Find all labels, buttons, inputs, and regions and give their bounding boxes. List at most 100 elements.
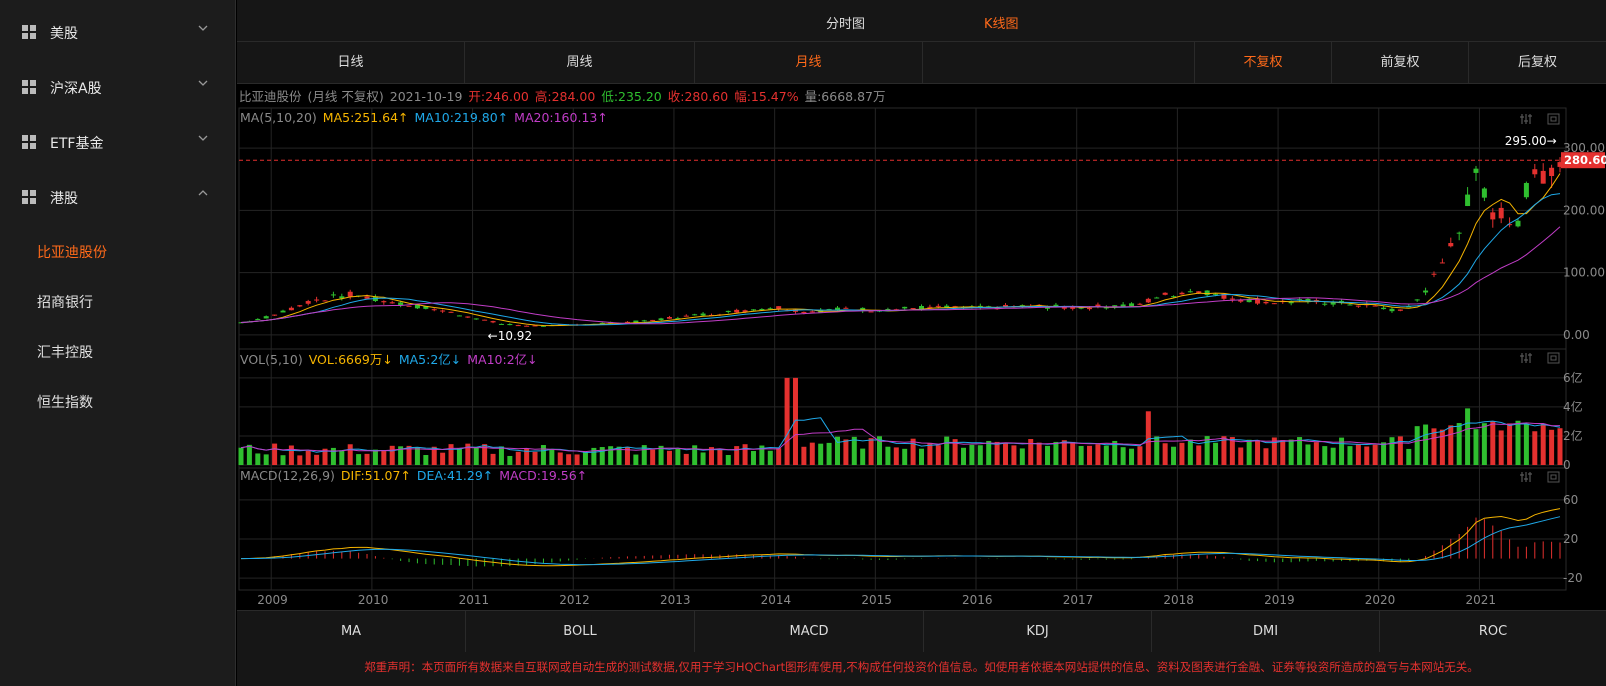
period-monthly[interactable]: 月线: [695, 42, 923, 84]
volume-bar: [280, 455, 286, 465]
change-pct: 幅:15.47%: [734, 89, 799, 104]
chevron-down-icon: [198, 25, 208, 31]
x-tick-label: 2015: [861, 593, 892, 607]
volume-bar: [792, 377, 798, 465]
indicator-tab-boll[interactable]: BOLL: [466, 611, 695, 653]
candle-body: [498, 323, 504, 325]
candle-body: [1507, 224, 1513, 226]
volume-bar: [1515, 420, 1521, 465]
stock-name: 比亚迪股份: [239, 89, 302, 104]
pane-tools-icon[interactable]: [1520, 351, 1562, 365]
adjust-forward[interactable]: 前复权: [1332, 42, 1469, 84]
candle-body: [490, 321, 496, 323]
volume-bar: [1448, 425, 1454, 465]
volume-bar: [1271, 437, 1277, 465]
candle-body: [288, 307, 294, 311]
ma5-value: MA5:251.64↑: [322, 110, 409, 125]
pane-tools-icon[interactable]: [1520, 112, 1562, 126]
volume-bar: [591, 447, 597, 465]
indicator-tab-kdj[interactable]: KDJ: [924, 611, 1152, 653]
indicator-tab-dmi[interactable]: DMI: [1152, 611, 1380, 653]
candle-body: [624, 321, 630, 323]
menu-group-a-shares[interactable]: 沪深A股: [0, 58, 236, 114]
volume-bar: [851, 436, 857, 465]
vol-legend: VOL(5,10) VOL:6669万↓ MA5:2亿↓ MA10:2亿↓: [240, 349, 540, 368]
candle-body: [1162, 292, 1168, 295]
volume-bar: [1372, 444, 1378, 465]
indicator-tab-macd[interactable]: MACD: [695, 611, 924, 653]
volume-bar: [246, 444, 252, 465]
volume-bar: [1171, 446, 1177, 465]
candle-body: [1171, 296, 1177, 298]
candle-body: [1389, 308, 1395, 312]
volume-bar: [1355, 444, 1361, 465]
period-weekly[interactable]: 周线: [465, 42, 695, 84]
volume-bar: [1246, 439, 1252, 465]
candle-body: [1003, 304, 1009, 307]
volume-bar: [666, 450, 672, 465]
volume-bar: [440, 452, 446, 465]
grid-icon: [22, 190, 36, 204]
candle-body: [1473, 168, 1479, 173]
macd-tick-label: 20: [1563, 532, 1578, 546]
candle-body: [1490, 212, 1496, 220]
tab-kline-chart[interactable]: K线图: [984, 17, 1019, 32]
kline-chart[interactable]: 2009 2010 2011 2012 2013 2014 2015 2016 2017 2018…: [0, 0, 1606, 610]
candle-body: [448, 311, 454, 313]
menu-group-us-stocks[interactable]: 美股: [0, 3, 236, 59]
pane-tools-icon[interactable]: [1520, 470, 1562, 484]
candle-body: [255, 318, 261, 320]
candle-body: [515, 325, 521, 327]
volume-bar: [910, 438, 916, 465]
candle-body: [843, 307, 849, 309]
volume-bar: [1204, 436, 1210, 465]
candle-body: [961, 307, 967, 309]
sidebar-item-hsbc[interactable]: 汇丰控股: [37, 345, 93, 361]
adjust-none[interactable]: 不复权: [1195, 42, 1332, 84]
ma10-value: MA10:219.80↑: [414, 110, 509, 125]
candle-body: [330, 294, 336, 296]
menu-group-hk-stocks[interactable]: 港股: [0, 168, 236, 224]
candle-body: [1557, 162, 1563, 167]
candle-body: [666, 317, 672, 319]
volume-bar: [708, 447, 714, 465]
ma20-line: [240, 226, 1561, 325]
price-tick-label: 100.00: [1563, 266, 1605, 280]
price-tick-label: 200.00: [1563, 203, 1605, 217]
volume-bar: [1137, 446, 1143, 465]
volume-bar: [330, 447, 336, 465]
tab-minute-chart[interactable]: 分时图: [826, 17, 866, 32]
candle-body: [482, 319, 488, 321]
period-daily[interactable]: 日线: [237, 42, 465, 84]
volume-bar: [826, 442, 832, 465]
candle-body: [1271, 303, 1277, 305]
volume-bar: [297, 455, 303, 465]
candle-body: [1288, 301, 1294, 304]
candle-body: [524, 325, 530, 327]
indicator-tab-roc[interactable]: ROC: [1478, 624, 1508, 639]
adjust-backward[interactable]: 后复权: [1517, 55, 1557, 70]
candle-body: [1297, 299, 1303, 301]
chevron-down-icon: [198, 135, 208, 141]
menu-group-label: 沪深A股: [50, 81, 102, 97]
volume-bar: [608, 446, 614, 465]
menu-group-etf[interactable]: ETF基金: [0, 113, 236, 169]
candle-body: [1414, 299, 1420, 301]
volume-tick-label: 4亿: [1563, 399, 1583, 414]
volume-bar: [364, 453, 370, 465]
sidebar-item-hsi[interactable]: 恒生指数: [37, 395, 93, 411]
indicator-tab-ma[interactable]: MA: [237, 611, 466, 653]
period-bar: 日线 周线 月线 不复权 前复权 后复权: [237, 42, 1606, 84]
sidebar-item-byd[interactable]: 比亚迪股份: [37, 245, 107, 261]
volume-bar: [860, 448, 866, 465]
sidebar-item-cmb[interactable]: 招商银行: [37, 295, 93, 311]
volume-bar: [465, 443, 471, 465]
volume-bar: [1557, 428, 1563, 465]
volume-bar: [288, 445, 294, 465]
candle-body: [1070, 306, 1076, 309]
volume-bar: [1229, 437, 1235, 465]
candle-body: [398, 302, 404, 306]
candle-body: [1498, 207, 1504, 219]
volume-bar: [675, 448, 681, 465]
volume-bar: [717, 449, 723, 465]
